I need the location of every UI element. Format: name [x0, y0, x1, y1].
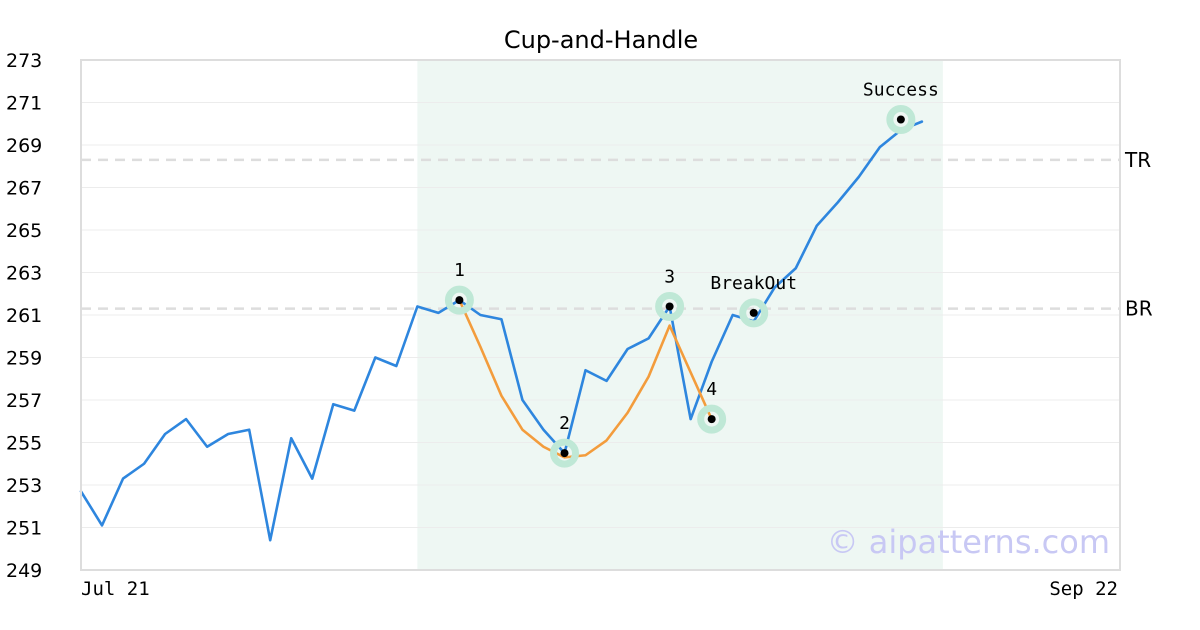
pattern-markers: 1 2 3 4 BreakOut Success: [444, 80, 939, 468]
reference-line-label-tr: TR: [1124, 148, 1151, 172]
y-tick-label: 269: [6, 135, 42, 157]
x-tick-label: Sep 22: [1049, 578, 1118, 600]
marker-halo-2: [550, 438, 580, 468]
marker-dot-success: [896, 115, 905, 124]
marker-dot-3: [665, 302, 674, 311]
marker-halo-4: [697, 404, 727, 434]
y-tick-label: 261: [6, 305, 42, 327]
x-tick-label: Jul 21: [81, 578, 150, 600]
marker-label-breakout: BreakOut: [710, 273, 797, 294]
plot-frame: [80, 59, 1121, 571]
y-axis-ticks: 249 251 253 255 257 259 261 263 265 267 269 271 273: [6, 50, 42, 582]
marker-halo-success: [886, 105, 916, 134]
watermark-text: © aipatterns.com: [827, 523, 1110, 561]
y-tick-label: 273: [6, 50, 42, 72]
marker-label-3: 3: [664, 267, 675, 288]
marker-label-success: Success: [863, 80, 939, 101]
price-series-line: [79, 120, 924, 542]
marker-dot-4: [707, 415, 716, 424]
reference-lines: TR BR: [81, 148, 1153, 321]
y-tick-label: 257: [6, 390, 42, 412]
reference-line-label-br: BR: [1125, 297, 1153, 321]
marker-label-1: 1: [454, 260, 465, 281]
y-tick-label: 251: [6, 518, 42, 540]
y-tick-label: 263: [6, 263, 42, 285]
y-tick-label: 267: [6, 178, 42, 200]
marker-halo-1: [444, 285, 474, 315]
marker-halo-breakout: [739, 298, 769, 328]
y-tick-label: 249: [6, 560, 42, 582]
cup-handle-fit-line: [458, 298, 713, 459]
y-tick-label: 253: [6, 475, 42, 497]
marker-dot-2: [560, 449, 569, 458]
gridlines: [81, 59, 1120, 571]
marker-label-2: 2: [559, 413, 570, 434]
y-tick-label: 255: [6, 433, 42, 455]
y-tick-label: 265: [6, 220, 42, 242]
marker-label-4: 4: [706, 379, 717, 400]
marker-dot-breakout: [749, 308, 758, 317]
marker-dot-1: [455, 296, 464, 305]
y-tick-label: 259: [6, 348, 42, 370]
series-lines: [79, 120, 924, 542]
marker-halo-3: [655, 292, 685, 321]
chart-title: Cup-and-Handle: [504, 26, 698, 54]
x-axis-ticks: Jul 21 Sep 22: [81, 578, 1118, 600]
y-tick-label: 271: [6, 93, 42, 115]
plot-border: [80, 59, 1121, 571]
